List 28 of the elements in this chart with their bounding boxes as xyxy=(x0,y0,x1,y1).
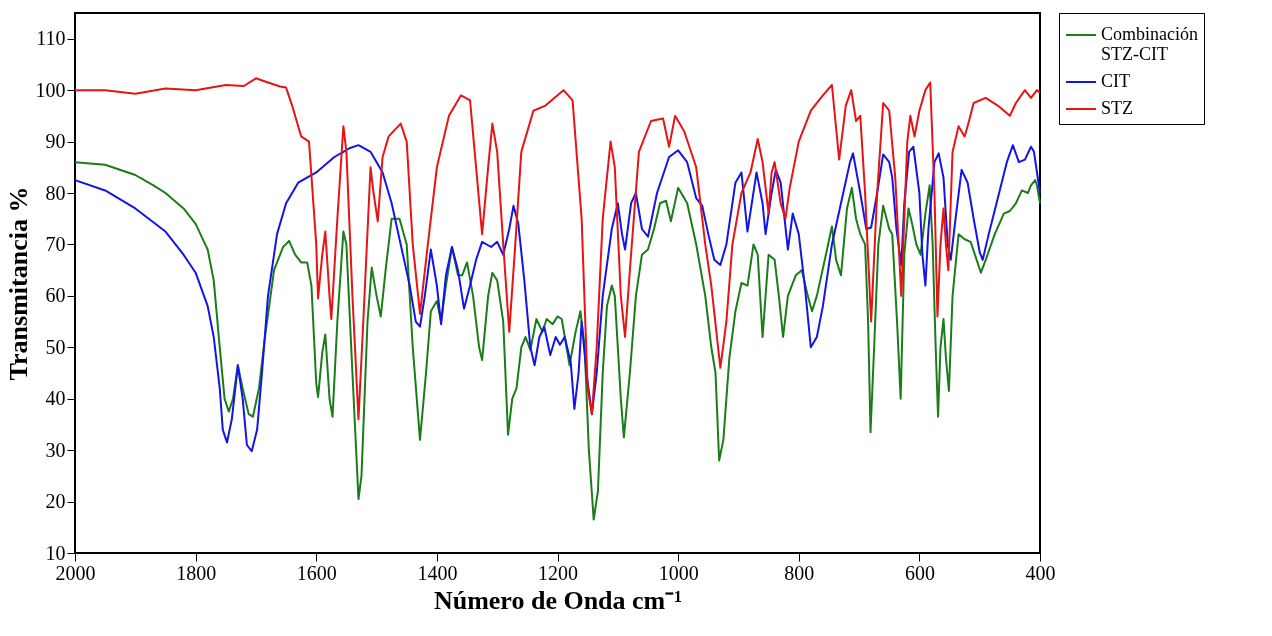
legend-label: STZ xyxy=(1101,98,1134,118)
x-tick-label: 1600 xyxy=(296,561,337,584)
y-tick-label: 110 xyxy=(36,27,66,50)
y-tick-label: 40 xyxy=(45,387,66,410)
x-tick-label: 400 xyxy=(1025,561,1056,584)
x-tick-label: 800 xyxy=(784,561,815,584)
y-tick-label: 90 xyxy=(45,130,66,153)
x-tick-label: 1800 xyxy=(176,561,217,584)
line-series xyxy=(74,161,1041,521)
x-axis-title: Número de Onda cm⁻¹ xyxy=(433,585,683,615)
y-tick-label: 100 xyxy=(35,78,66,101)
y-tick-label: 80 xyxy=(45,181,66,204)
y-tick-label: 20 xyxy=(45,490,66,513)
legend-label: CIT xyxy=(1101,71,1130,91)
x-tick-label: 600 xyxy=(904,561,935,584)
x-tick-label: 2000 xyxy=(55,561,96,584)
y-tick-label: 50 xyxy=(45,335,66,358)
legend-label: Combinación STZ-CIT xyxy=(1101,24,1198,64)
y-axis-title: Transmitancia % xyxy=(3,186,33,381)
x-tick-label: 1400 xyxy=(417,561,458,584)
y-tick-label: 70 xyxy=(45,232,66,255)
y-tick-label: 30 xyxy=(45,438,66,461)
y-tick-label: 60 xyxy=(45,284,66,307)
line-series xyxy=(74,77,1041,421)
y-tick-label: 10 xyxy=(45,541,66,564)
x-tick-label: 1200 xyxy=(538,561,578,584)
x-tick-label: 1000 xyxy=(658,561,699,584)
line-series xyxy=(74,144,1041,453)
